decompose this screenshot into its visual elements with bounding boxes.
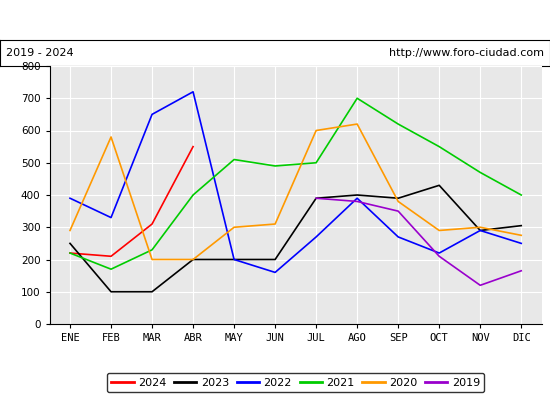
Text: http://www.foro-ciudad.com: http://www.foro-ciudad.com <box>389 48 544 58</box>
Legend: 2024, 2023, 2022, 2021, 2020, 2019: 2024, 2023, 2022, 2021, 2020, 2019 <box>107 373 485 392</box>
Text: Evolucion Nº Turistas Nacionales en el municipio de Valle de las Navas: Evolucion Nº Turistas Nacionales en el m… <box>40 14 510 26</box>
Text: 2019 - 2024: 2019 - 2024 <box>6 48 73 58</box>
